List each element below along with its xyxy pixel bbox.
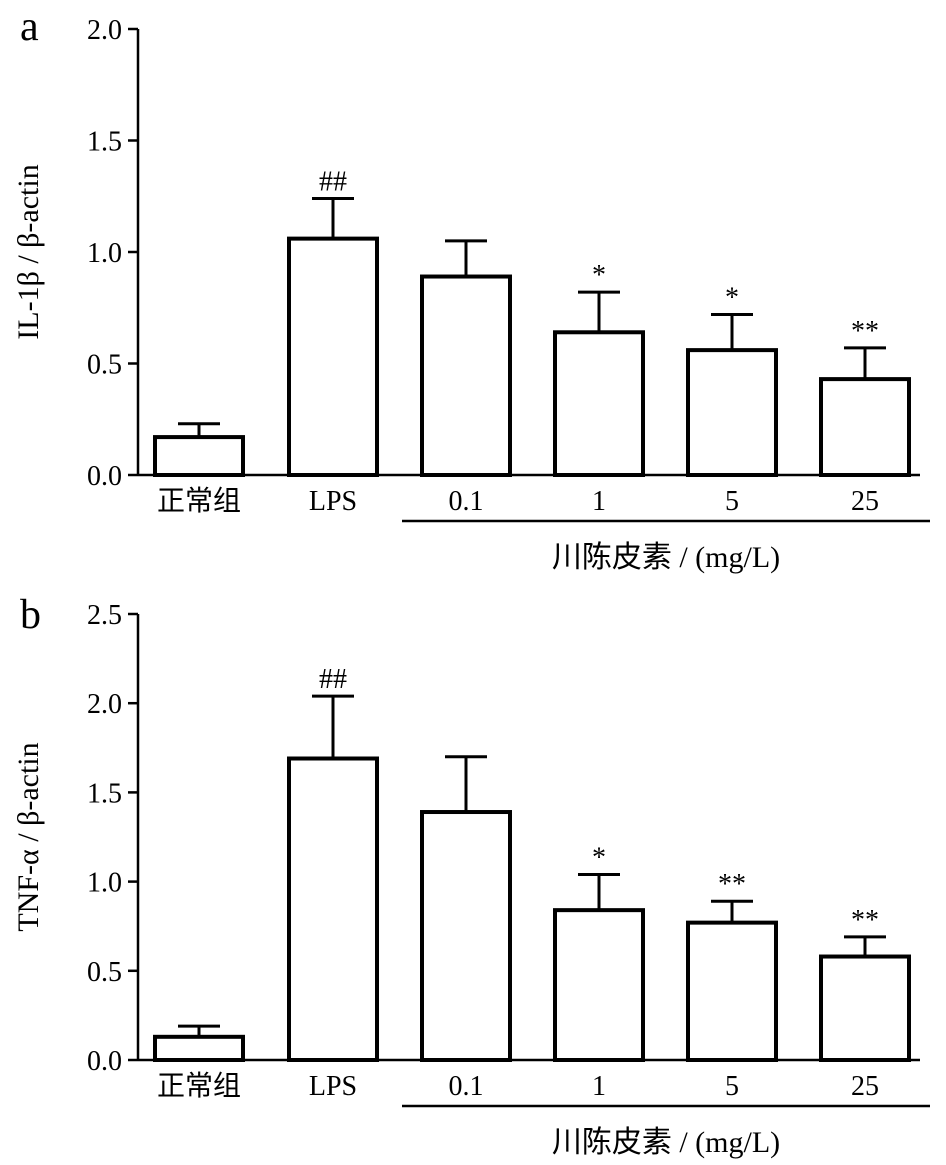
significance-label: * (725, 282, 739, 313)
y-axis-label: TNF-α / β-actin (12, 742, 45, 931)
y-tick-label: 2.0 (87, 689, 122, 720)
panel-letter: a (20, 4, 39, 50)
x-tick-label: 25 (851, 1071, 879, 1102)
significance-label: * (592, 260, 606, 291)
significance-label: ## (319, 166, 347, 197)
y-tick-label: 2.0 (87, 15, 122, 46)
bar (686, 348, 778, 477)
x-tick-label: 1 (592, 486, 606, 517)
x-tick-label: 0.1 (449, 486, 484, 517)
x-tick-label: 5 (725, 1071, 739, 1102)
bar (819, 954, 911, 1063)
bar (420, 810, 512, 1062)
x-tick-label: 正常组 (157, 1070, 241, 1102)
significance-label: ** (851, 316, 879, 347)
x-tick-label: LPS (309, 1071, 357, 1102)
significance-label: * (592, 842, 606, 873)
y-tick-label: 1.0 (87, 868, 122, 899)
x-tick-label: 正常组 (157, 485, 241, 517)
bar (553, 908, 645, 1062)
bar (686, 920, 778, 1063)
significance-label: ** (718, 869, 746, 900)
y-tick-label: 1.5 (87, 778, 122, 809)
x-tick-label: 25 (851, 486, 879, 517)
y-axis-label: IL-1β / β-actin (12, 164, 45, 339)
y-tick-label: 1.5 (87, 127, 122, 158)
bar (420, 274, 512, 477)
x-tick-label: LPS (309, 486, 357, 517)
x-tick-label: 1 (592, 1071, 606, 1102)
significance-label: ** (851, 905, 879, 936)
bar (153, 1034, 245, 1062)
panel-letter: b (20, 592, 41, 638)
y-tick-label: 2.5 (87, 600, 122, 631)
chart-panel-a: a IL-1β / β-actin 0.0 0.5 1.0 1.5 2.0 正常组 ## LPS 0… (12, 4, 930, 574)
bar (553, 330, 645, 477)
y-tick-label: 0.5 (87, 350, 122, 381)
y-tick-label: 1.0 (87, 238, 122, 269)
bar (819, 377, 911, 477)
chart-panel-b: b TNF-α / β-actin 0.0 0.5 1.0 1.5 2.0 2.5 正常组 ## L… (12, 592, 930, 1159)
bar (153, 435, 245, 477)
x-tick-label: 0.1 (449, 1071, 484, 1102)
y-tick-label: 0.0 (87, 461, 122, 492)
bar (287, 236, 379, 477)
y-tick-label: 0.0 (87, 1046, 122, 1077)
y-tick-label: 0.5 (87, 957, 122, 988)
bar (287, 756, 379, 1063)
group-label: 川陈皮素 / (mg/L) (552, 1126, 780, 1159)
significance-label: ## (319, 664, 347, 695)
group-label: 川陈皮素 / (mg/L) (552, 541, 780, 574)
x-tick-label: 5 (725, 486, 739, 517)
